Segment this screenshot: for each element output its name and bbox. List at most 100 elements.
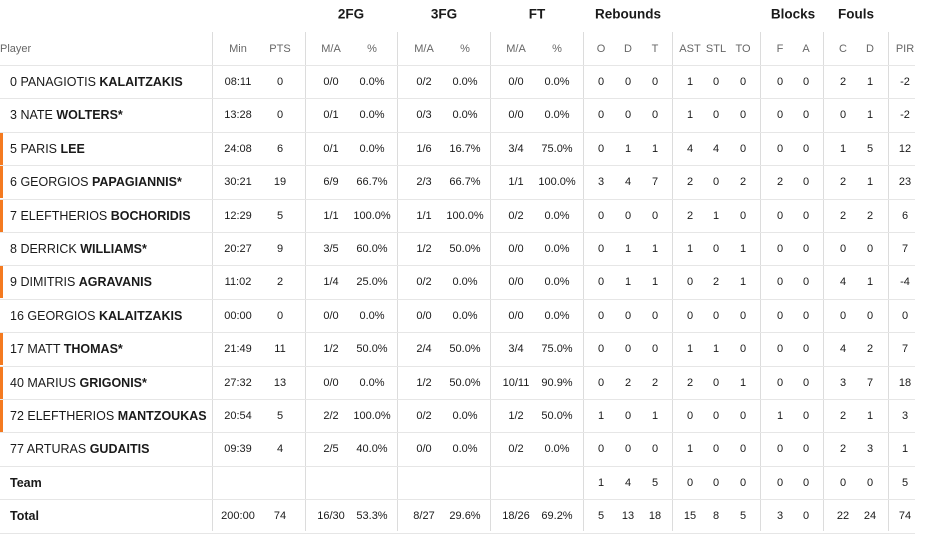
stat-cell: 0 bbox=[651, 309, 659, 322]
stat-cell: 0 bbox=[776, 443, 784, 456]
starter-marker bbox=[0, 400, 3, 432]
stat-cell: 0.0% bbox=[359, 142, 385, 155]
stat-cell: 0 bbox=[802, 476, 810, 489]
stat-cell: 0 bbox=[901, 309, 909, 322]
stat-cell: 00:00 bbox=[224, 309, 252, 322]
player-name: 8 DERRICK WILLIAMS* bbox=[10, 242, 147, 256]
stat-cell: 6/9 bbox=[323, 176, 339, 189]
stat-cell: 0.0% bbox=[544, 443, 570, 456]
stat-cell: 0/2 bbox=[416, 76, 432, 88]
stat-cell: 0 bbox=[776, 309, 784, 322]
stat-cell: 0 bbox=[712, 410, 720, 422]
stat-cell: 0 bbox=[739, 443, 747, 456]
player-name: 0 PANAGIOTIS KALAITZAKIS bbox=[10, 75, 183, 89]
column-header: PTS bbox=[269, 43, 291, 55]
stat-cell: 13 bbox=[273, 376, 287, 389]
stat-cell: 2 bbox=[686, 376, 694, 389]
stat-cell: 0 bbox=[624, 209, 632, 222]
stat-cell: 24:08 bbox=[224, 142, 252, 155]
stat-cell: 50.0% bbox=[449, 243, 481, 255]
stat-cell: 0/0 bbox=[323, 76, 339, 88]
stat-cell: 0 bbox=[276, 109, 284, 122]
player-number: 16 bbox=[10, 308, 24, 323]
player-number: 40 bbox=[10, 375, 24, 390]
stat-cell: 0.0% bbox=[452, 276, 478, 289]
stat-cell: 4 bbox=[839, 276, 847, 289]
player-number: 7 bbox=[10, 208, 17, 223]
stat-cell: 4 bbox=[276, 443, 284, 456]
stat-cell: 0.0% bbox=[452, 443, 478, 456]
team-label: Team bbox=[10, 475, 42, 490]
stat-cell: 0 bbox=[686, 309, 694, 322]
stat-cell: 0.0% bbox=[452, 76, 478, 88]
group-header: Fouls bbox=[838, 6, 874, 22]
stat-cell: 0 bbox=[776, 109, 784, 122]
stat-cell: 0 bbox=[839, 476, 847, 489]
player-number: 3 bbox=[10, 108, 17, 123]
column-header: % bbox=[460, 43, 470, 55]
stat-cell: 0 bbox=[651, 343, 659, 356]
stat-cell: 0 bbox=[276, 76, 284, 88]
player-last: AGRAVANIS bbox=[78, 275, 152, 290]
player-name: 7 ELEFTHERIOS BOCHORIDIS bbox=[10, 209, 191, 223]
stat-cell: 15 bbox=[683, 510, 697, 523]
player-first: PANAGIOTIS bbox=[20, 75, 96, 89]
stat-cell: 0/2 bbox=[508, 443, 524, 456]
stat-cell: 5 bbox=[901, 476, 909, 489]
player-name: 77 ARTURAS GUDAITIS bbox=[10, 442, 149, 456]
stat-cell: 12 bbox=[898, 142, 912, 155]
stat-cell: 1 bbox=[651, 276, 659, 289]
stat-cell: 6 bbox=[901, 209, 909, 222]
stat-cell: 0 bbox=[739, 410, 747, 422]
stat-cell: 0 bbox=[839, 309, 847, 322]
player-number: 0 bbox=[10, 75, 17, 89]
stat-cell: 20:27 bbox=[224, 243, 252, 255]
stat-cell: 2 bbox=[839, 76, 847, 88]
stat-cell: 2 bbox=[624, 376, 632, 389]
stat-cell: 0 bbox=[776, 276, 784, 289]
stat-cell: 2 bbox=[839, 176, 847, 189]
stat-cell: 0 bbox=[802, 410, 810, 422]
stat-cell: 1 bbox=[901, 443, 909, 456]
stat-cell: 3/5 bbox=[323, 243, 339, 255]
stat-cell: 0 bbox=[802, 76, 810, 88]
stat-cell: 0 bbox=[624, 76, 632, 88]
column-header: AST bbox=[679, 43, 701, 55]
stat-cell: 0/0 bbox=[323, 376, 339, 389]
player-name: 3 NATE WOLTERS* bbox=[10, 108, 123, 122]
player-name: 72 ELEFTHERIOS MANTZOUKAS bbox=[10, 409, 207, 423]
stat-cell: 5 bbox=[597, 510, 605, 523]
stat-cell: 1 bbox=[739, 276, 747, 289]
column-header: PIR bbox=[895, 43, 915, 55]
stat-cell: 2 bbox=[712, 276, 720, 289]
column-header: O bbox=[596, 43, 606, 55]
stat-cell: 3 bbox=[866, 443, 874, 456]
stat-cell: 0.0% bbox=[359, 109, 385, 122]
row-separator bbox=[0, 232, 915, 233]
stat-cell: 0.0% bbox=[544, 309, 570, 322]
column-header: M/A bbox=[506, 43, 526, 55]
stat-cell: 1 bbox=[686, 109, 694, 122]
stat-cell: 0 bbox=[686, 476, 694, 489]
column-separator bbox=[672, 32, 673, 531]
stat-cell: 1/1 bbox=[416, 209, 432, 222]
stat-cell: 1 bbox=[686, 443, 694, 456]
stat-cell: 0 bbox=[597, 109, 605, 122]
stat-cell: 0.0% bbox=[452, 410, 478, 422]
stat-cell: 0 bbox=[739, 309, 747, 322]
stat-cell: 0 bbox=[651, 76, 659, 88]
stat-cell: 0 bbox=[802, 276, 810, 289]
stat-cell: 0 bbox=[712, 109, 720, 122]
stat-cell: 23 bbox=[898, 176, 912, 189]
stat-cell: 0 bbox=[712, 243, 720, 255]
player-first: NATE bbox=[20, 108, 53, 123]
player-last: WOLTERS* bbox=[56, 108, 123, 123]
stat-cell: 0 bbox=[802, 309, 810, 322]
stat-cell: 0 bbox=[712, 76, 720, 88]
player-number: 6 bbox=[10, 175, 17, 190]
stat-cell: 1 bbox=[866, 276, 874, 289]
stat-cell: 20:54 bbox=[224, 410, 252, 422]
column-header: A bbox=[802, 43, 810, 55]
player-name: 17 MATT THOMAS* bbox=[10, 342, 123, 356]
player-first: ELEFTHERIOS bbox=[27, 409, 115, 423]
